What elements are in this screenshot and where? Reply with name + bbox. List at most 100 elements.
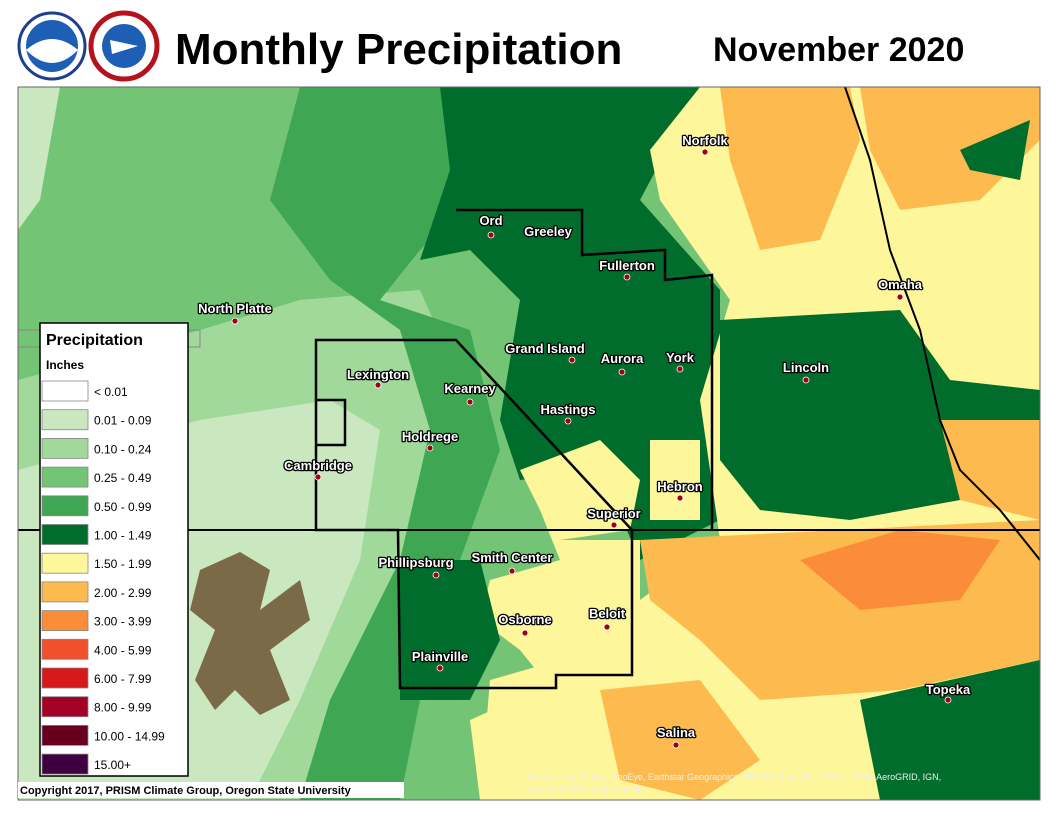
legend-label: 3.00 - 3.99 (94, 615, 152, 629)
city-label: Omaha (878, 277, 923, 292)
city-dot (374, 381, 382, 389)
city-dot (676, 365, 684, 373)
legend-label: 0.50 - 0.99 (94, 500, 152, 514)
map-frame (17, 86, 1041, 801)
city-dot (623, 273, 631, 281)
city-dot (802, 376, 810, 384)
city-dot (944, 696, 952, 704)
region (720, 87, 860, 250)
city-label: North Platte (198, 301, 272, 316)
legend-swatch (41, 581, 89, 603)
region (960, 120, 1030, 180)
city-label: Aurora (601, 351, 644, 366)
legend-label: 15.00+ (94, 758, 131, 772)
legend-units: Inches (46, 358, 84, 372)
city-dot (436, 664, 444, 672)
city-label: Lincoln (783, 360, 829, 375)
source: Source: Esri, Maxar, GeoEye, Earthstar G… (527, 772, 941, 782)
copyright-bg (18, 782, 404, 798)
nws-logo (88, 10, 160, 82)
city-label: Greeley (524, 224, 572, 239)
legend-swatch (41, 638, 89, 660)
region (18, 87, 60, 230)
legend: Precipitation Inches < 0.01 0.01 - 0.09 0.… (39, 322, 189, 777)
city-dot (487, 231, 495, 239)
city-label: Salina (657, 725, 696, 740)
city-label: Topeka (926, 682, 971, 697)
city-label: Beloit (589, 606, 626, 621)
legend-label: 1.00 - 1.49 (94, 529, 152, 543)
noaa-logo (17, 11, 87, 81)
legend-swatch (41, 409, 89, 431)
legend-label: 6.00 - 7.99 (94, 672, 152, 686)
legend-swatch (41, 696, 89, 718)
source: and the GIS User Community (527, 784, 645, 794)
city-label: Smith Center (472, 550, 553, 565)
legend-swatch (41, 610, 89, 631)
city-label: York (666, 350, 695, 365)
city-label: Kearney (444, 381, 496, 396)
legend-label: 0.25 - 0.49 (94, 471, 152, 485)
legend-swatch (41, 667, 89, 689)
region (420, 87, 720, 560)
cities: North Platte Lexington Kearney Holdrege Camb… (197, 132, 972, 749)
legend-swatch (41, 437, 89, 459)
region (860, 660, 1040, 800)
city-dot (676, 494, 684, 502)
city-label: Lexington (347, 367, 409, 382)
region (270, 87, 500, 800)
city-dot (426, 444, 434, 452)
city-label: Hebron (657, 479, 703, 494)
city-label: Ord (479, 213, 502, 228)
city-dot (508, 567, 516, 575)
imagery-patch (190, 552, 310, 715)
city-label: Cambridge (284, 458, 352, 473)
legend-label: 8.00 - 9.99 (94, 701, 152, 715)
city-dot (618, 368, 626, 376)
copyright: Copyright 2017, PRISM Climate Group, Ore… (20, 785, 352, 797)
city-label: Plainville (412, 649, 468, 664)
city-dot (432, 571, 440, 579)
city-label: Hastings (541, 402, 596, 417)
city-dot (564, 417, 572, 425)
legend-label: < 0.01 (94, 385, 128, 399)
city-label: Holdrege (402, 429, 458, 444)
legend-label: 2.00 - 2.99 (94, 586, 152, 600)
legend-label: 0.10 - 0.24 (94, 442, 152, 456)
city-label: Grand Island (505, 341, 585, 356)
region (400, 560, 500, 700)
legend-swatch (41, 380, 89, 402)
city-dot (231, 317, 239, 325)
legend-title: Precipitation (46, 332, 143, 349)
legend-label: 0.01 - 0.09 (94, 414, 152, 428)
city-dot (314, 473, 322, 481)
city-label: Osborne (498, 612, 551, 627)
city-dot (521, 629, 529, 637)
date: November 2020 (713, 31, 964, 69)
region (600, 680, 760, 800)
state-line (844, 87, 1040, 561)
city-label: Fullerton (599, 258, 655, 273)
city-dot (610, 521, 618, 529)
city-label: Superior (587, 506, 640, 521)
legend-swatch (41, 524, 89, 545)
city-dot (544, 228, 552, 236)
legend-swatch (41, 753, 89, 775)
legend-label: 1.50 - 1.99 (94, 557, 152, 571)
legend-swatch (41, 552, 89, 574)
city-dot (603, 623, 611, 631)
region (940, 420, 1040, 520)
legend-swatch (41, 725, 89, 746)
title: Monthly Precipitation (175, 25, 622, 74)
legend-swatch (41, 466, 89, 488)
cwa-boundary (314, 208, 714, 690)
region (800, 530, 1000, 610)
legend-label: 10.00 - 14.99 (94, 729, 165, 743)
city-dot (701, 148, 709, 156)
city-dot (672, 741, 680, 749)
legend-label: 4.00 - 5.99 (94, 643, 152, 657)
city-label: Norfolk (682, 133, 728, 148)
region (480, 440, 640, 700)
legend-swatch (41, 495, 89, 517)
